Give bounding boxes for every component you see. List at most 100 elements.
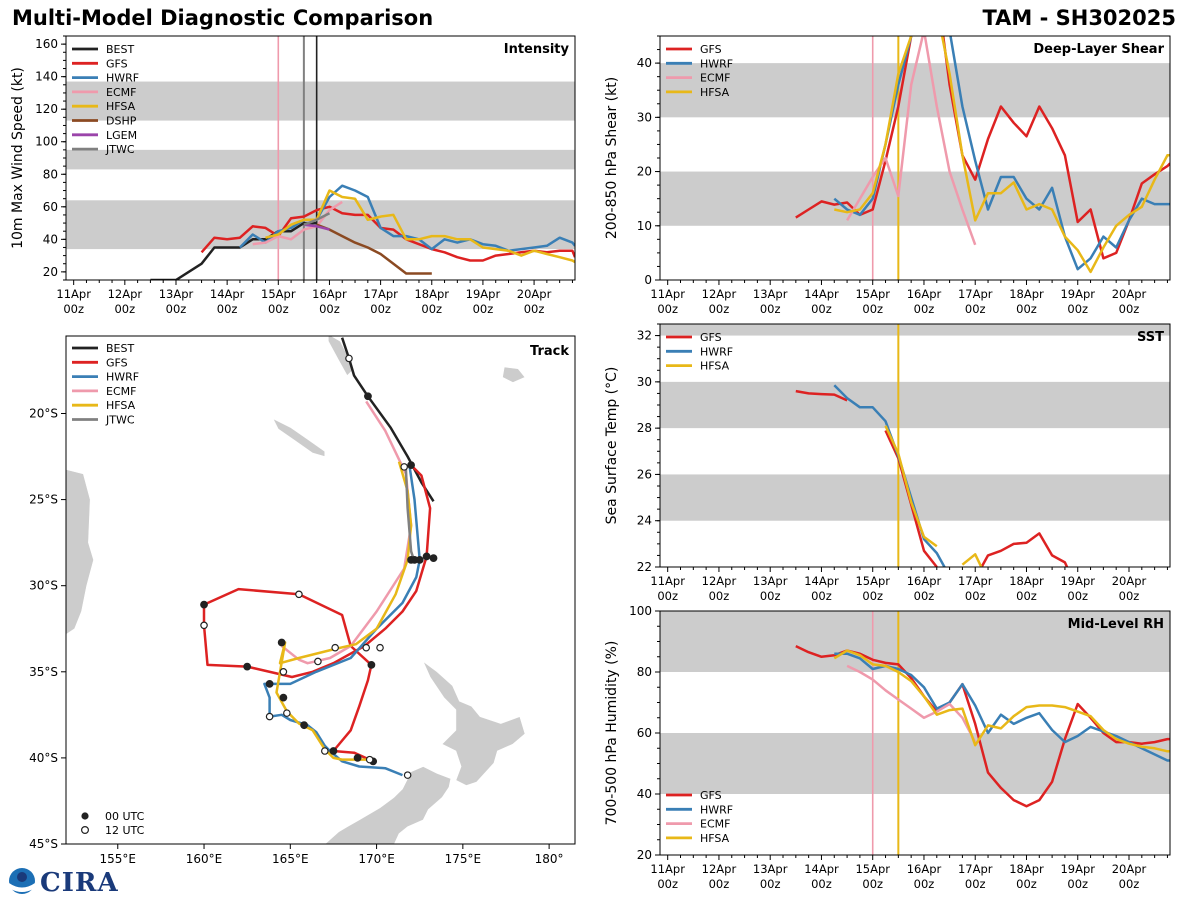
x-tick-date: 19Apr [466, 287, 501, 301]
legend-label-gfs: GFS [700, 789, 722, 802]
x-tick-date: 11Apr [650, 862, 685, 876]
legend-label-hwrf: HWRF [106, 371, 139, 384]
marker-00utc [265, 679, 274, 688]
legend-label-ecmf: ECMF [106, 86, 136, 99]
marker-12utc [362, 643, 371, 652]
legend-label-hwrf: HWRF [106, 72, 139, 85]
x-tick-date: 18Apr [1009, 862, 1044, 876]
x-tick-date: 16Apr [312, 287, 347, 301]
x-tick-hour: 00z [114, 302, 135, 316]
x-tick-date: 14Apr [804, 574, 839, 588]
legend-label-gfs: GFS [700, 331, 722, 344]
marker-00utc [422, 552, 431, 561]
x-tick-hour: 00z [1016, 302, 1037, 316]
marker-00utc [367, 661, 376, 669]
y-tick-label: 20 [637, 165, 652, 179]
x-tick-hour: 00z [268, 302, 289, 316]
australia-landmass [66, 469, 94, 635]
y-tick-label: 60 [43, 200, 58, 214]
x-tick-date: 16Apr [907, 574, 942, 588]
new-caledonia [272, 418, 326, 457]
panel-mid-level-rh: 2040608010011Apr00z12Apr00z13Apr00z14Apr… [604, 604, 1171, 891]
plot-area [660, 611, 1170, 855]
x-tick-hour: 00z [760, 877, 781, 891]
storm-id-title: TAM - SH302025 [982, 6, 1176, 30]
x-tick-hour: 00z [319, 302, 340, 316]
y-tick-label: 60 [637, 726, 652, 740]
x-tick-hour: 00z [965, 877, 986, 891]
x-tick-date: 12Apr [702, 574, 737, 588]
nz-south-island [324, 766, 452, 844]
category-band [660, 381, 1170, 429]
lon-tick-label: 175°E [445, 852, 482, 866]
x-tick-date: 18Apr [1009, 574, 1044, 588]
marker-12utc [403, 771, 412, 779]
nz-north-island [422, 660, 526, 786]
marker-12utc [265, 712, 274, 721]
plot-area [660, 324, 1170, 567]
marker-12utc [279, 667, 288, 676]
x-tick-hour: 00z [63, 302, 84, 316]
track-line-hwrf [263, 465, 421, 777]
x-tick-hour: 00z [657, 589, 678, 603]
y-tick-label: 160 [35, 37, 58, 51]
x-tick-date: 20Apr [1112, 574, 1147, 588]
panel-deep-layer-shear: 01020304011Apr00z12Apr00z13Apr00z14Apr00… [604, 35, 1171, 316]
x-tick-hour: 00z [811, 302, 832, 316]
x-tick-date: 16Apr [907, 862, 942, 876]
x-tick-hour: 00z [1119, 877, 1140, 891]
x-tick-hour: 00z [657, 302, 678, 316]
x-tick-hour: 00z [965, 589, 986, 603]
marker-12utc [365, 755, 374, 764]
x-tick-hour: 00z [166, 302, 187, 316]
legend-label-gfs: GFS [700, 43, 722, 56]
series-line-gfs [795, 644, 1170, 808]
x-tick-hour: 00z [1119, 589, 1140, 603]
x-tick-hour: 00z [1067, 302, 1088, 316]
x-tick-date: 19Apr [1060, 287, 1095, 301]
y-tick-label: 20 [637, 848, 652, 862]
series-line-jtwc [303, 212, 331, 226]
marker-00utc [200, 600, 208, 609]
marker-12utc [345, 354, 353, 363]
y-tick-label: 20 [43, 265, 58, 279]
category-band [66, 81, 575, 121]
marker-00utc [407, 461, 415, 470]
track-line-ecmf [280, 400, 413, 665]
legend-label-00utc: 00 UTC [105, 810, 145, 823]
x-tick-hour: 00z [473, 302, 494, 316]
x-tick-date: 15Apr [855, 287, 890, 301]
y-tick-label: 32 [637, 329, 652, 343]
vanuatu [328, 336, 353, 377]
legend-label-gfs: GFS [106, 356, 128, 369]
lon-tick-label: 165°E [272, 852, 309, 866]
panel-title: Mid-Level RH [1068, 617, 1164, 632]
marker-12utc [295, 590, 303, 599]
marker-12utc [376, 643, 384, 652]
x-tick-date: 11Apr [56, 287, 91, 301]
x-tick-date: 13Apr [159, 287, 194, 301]
panel-title: Track [530, 344, 569, 359]
marker-00utc [364, 392, 372, 401]
marker-00utc [429, 554, 438, 563]
y-axis-label: 200-850 hPa Shear (kt) [604, 77, 620, 239]
x-tick-date: 11Apr [650, 574, 685, 588]
x-tick-date: 20Apr [517, 287, 552, 301]
panel-title: Intensity [504, 42, 570, 57]
panel-title: Deep-Layer Shear [1033, 42, 1164, 57]
x-tick-date: 13Apr [753, 862, 788, 876]
legend-label-ecmf: ECMF [106, 385, 136, 398]
category-band [66, 149, 575, 170]
y-axis-label: 700-500 hPa Humidity (%) [604, 641, 620, 826]
x-tick-hour: 00z [914, 302, 935, 316]
y-tick-label: 120 [35, 102, 58, 116]
y-tick-label: 100 [35, 135, 58, 149]
panel-intensity: 2040608010012014016011Apr00z12Apr00z13Ap… [10, 35, 576, 316]
y-tick-label: 10 [637, 219, 652, 233]
x-tick-hour: 00z [1016, 589, 1037, 603]
y-tick-label: 0 [644, 273, 652, 287]
x-tick-hour: 00z [862, 589, 883, 603]
marker-12utc [283, 709, 291, 717]
x-tick-date: 13Apr [753, 287, 788, 301]
y-tick-label: 40 [43, 232, 58, 246]
